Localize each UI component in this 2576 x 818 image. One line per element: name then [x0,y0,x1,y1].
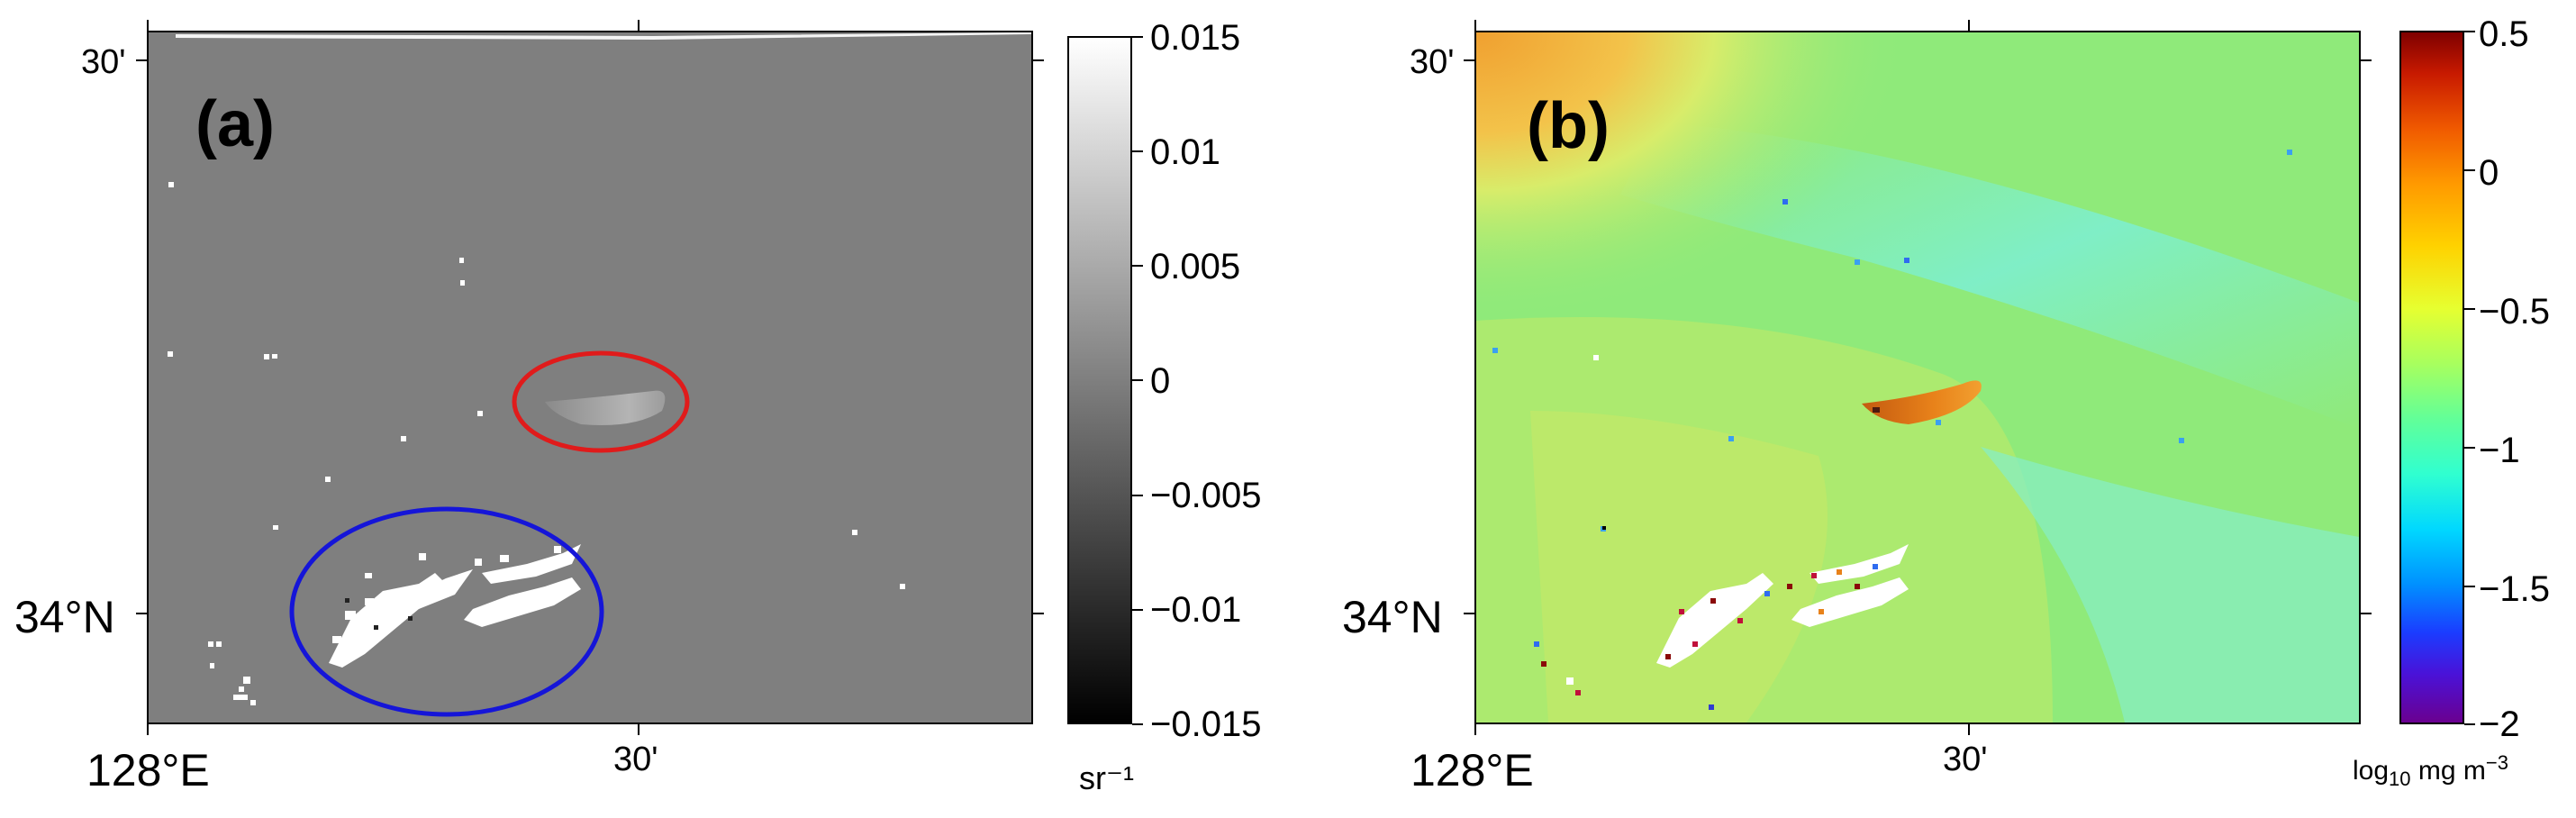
colorbar-a-tick-3: 0 [1150,361,1171,401]
lat-tick-30min-b: 30' [1410,43,1455,81]
colorbar-a-tick-4: −0.005 [1150,476,1262,515]
map-b-image [1476,32,2359,723]
colorbar-a-tick-1: 0.01 [1150,132,1220,172]
panel-label-a: (a) [195,88,275,160]
lon-tick-128e-b: 128°E [1410,745,1534,795]
colorbar-b-tick-5: −2 [2479,704,2520,744]
colorbar-b [2399,31,2464,724]
lat-tick-34n-b: 34°N [1342,592,1443,642]
colorbar-a-tick-2: 0.005 [1150,247,1241,286]
colorbar-a-tick-6: −0.015 [1150,704,1262,744]
colorbar-b-tick-3: −1 [2479,431,2520,470]
blue-ellipse [289,506,604,717]
panel-label-b: (b) [1527,90,1610,162]
colorbar-b-tick-1: 0 [2479,153,2499,193]
lat-tick-30min-a: 30' [81,43,126,81]
lon-tick-128e-a: 128°E [86,745,210,795]
colorbar-a-tick-0: 0.015 [1150,18,1241,58]
colorbar-a [1067,36,1132,724]
map-panel-a: (a) [147,31,1033,724]
lon-tick-30min-a: 30' [613,741,658,778]
colorbar-a-unit: sr⁻¹ [1079,759,1134,796]
colorbar-b-tick-2: −0.5 [2479,292,2550,332]
colorbar-b-tick-4: −1.5 [2479,569,2550,609]
lon-tick-30min-b: 30' [1943,741,1988,778]
red-ellipse [512,350,690,453]
map-a-image [149,32,1031,723]
colorbar-a-tick-5: −0.01 [1150,590,1242,630]
colorbar-b-tick-0: 0.5 [2479,14,2529,54]
colorbar-b-unit: log10 mg m−3 [2353,751,2508,790]
lat-tick-34n-a: 34°N [14,592,115,642]
map-panel-b: (b) [1474,31,2361,724]
